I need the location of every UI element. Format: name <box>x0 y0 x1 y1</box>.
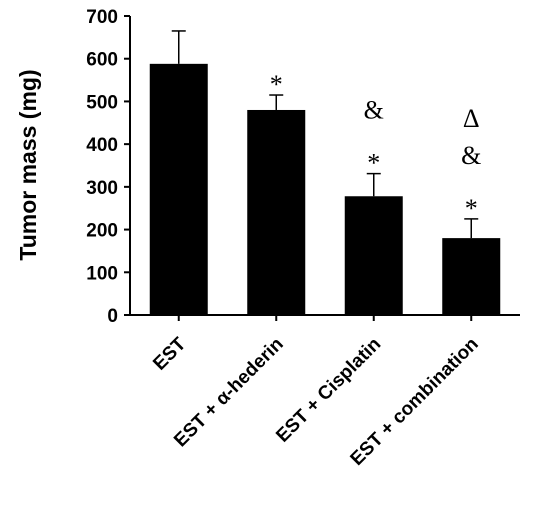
y-tick-label: 300 <box>86 178 118 199</box>
x-category-label: EST <box>149 333 190 374</box>
bar-1 <box>247 109 306 315</box>
bar-0 <box>149 63 208 316</box>
y-tick-label: 700 <box>86 7 118 28</box>
y-tick-label: 500 <box>86 92 118 113</box>
significance-mark: & <box>364 96 384 125</box>
significance-mark: * <box>367 149 380 178</box>
significance-mark: & <box>461 141 481 170</box>
x-category-label: EST + α-hederin <box>170 334 288 452</box>
significance-mark: * <box>465 194 478 223</box>
y-tick-label: 100 <box>86 263 118 284</box>
y-tick-label: 0 <box>107 306 118 327</box>
y-tick-label: 200 <box>86 221 118 242</box>
x-category-label: EST + Cisplatin <box>272 334 385 447</box>
bars-layer: * & * Δ & * <box>149 30 501 316</box>
y-axis-title: Tumor mass (mg) <box>15 69 41 260</box>
bar-3 <box>442 238 501 315</box>
y-tick-label: 400 <box>86 135 118 156</box>
y-tick-label: 600 <box>86 50 118 71</box>
significance-mark: * <box>270 70 283 99</box>
bar-2 <box>344 196 403 315</box>
significance-mark: Δ <box>463 104 480 133</box>
